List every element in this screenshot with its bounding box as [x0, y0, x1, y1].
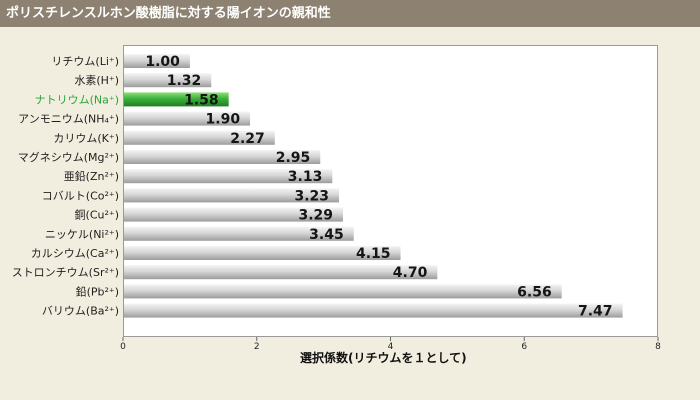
category-label: 亜鉛(Zn²⁺)	[64, 169, 119, 183]
x-tick-label: 4	[388, 342, 394, 352]
x-tick-label: 0	[120, 342, 126, 352]
bar	[124, 150, 321, 164]
category-label: アンモニウム(NH₄⁺)	[18, 113, 119, 126]
category-label: コバルト(Co²⁺)	[42, 189, 119, 202]
chart-title: ポリスチレンスルホン酸樹脂に対する陽イオンの親和性	[0, 0, 700, 27]
bar	[124, 54, 190, 68]
category-label: 水素(H⁺)	[74, 74, 119, 87]
category-label: リチウム(Li⁺)	[51, 55, 119, 68]
bar	[124, 92, 229, 107]
data-label: 2.95	[276, 150, 311, 166]
data-label: 1.90	[206, 112, 241, 128]
bar	[124, 130, 275, 145]
category-label: ナトリウム(Na⁺)	[35, 93, 119, 106]
bar	[124, 226, 354, 241]
x-axis-title: 選択係数(リチウムを１として)	[300, 351, 467, 365]
data-label: 6.56	[517, 284, 552, 300]
data-label: 3.45	[309, 227, 344, 243]
category-label: ニッケル(Ni²⁺)	[45, 228, 119, 241]
x-tick-label: 8	[655, 342, 661, 352]
bar	[124, 284, 562, 299]
bar	[124, 73, 212, 88]
bar	[124, 188, 340, 203]
bar	[124, 303, 623, 318]
data-label: 3.13	[288, 169, 323, 185]
data-label: 4.70	[393, 265, 428, 281]
category-label: ストロンチウム(Sr²⁺)	[12, 266, 119, 279]
x-tick-label: 2	[254, 342, 260, 352]
bar	[124, 111, 251, 126]
category-label: バリウム(Ba²⁺)	[42, 305, 119, 318]
bar	[124, 207, 344, 222]
data-label: 4.15	[356, 246, 391, 262]
category-label: カルシウム(Ca²⁺)	[31, 247, 119, 260]
x-tick-label: 6	[521, 342, 527, 352]
data-label: 7.47	[578, 304, 613, 320]
category-label: マグネシウム(Mg²⁺)	[18, 150, 119, 164]
bar	[124, 265, 438, 280]
data-label: 3.29	[298, 208, 333, 224]
category-label: カリウム(K⁺)	[53, 132, 119, 145]
data-label: 1.00	[145, 54, 180, 70]
data-label: 2.27	[230, 131, 265, 147]
bar	[124, 246, 401, 260]
category-label: 鉛(Pb²⁺)	[76, 284, 119, 298]
data-label: 1.58	[184, 92, 219, 108]
data-label: 1.32	[167, 73, 202, 89]
data-label: 3.23	[294, 188, 329, 204]
category-label: 銅(Cu²⁺)	[75, 208, 119, 222]
bar	[124, 169, 333, 184]
